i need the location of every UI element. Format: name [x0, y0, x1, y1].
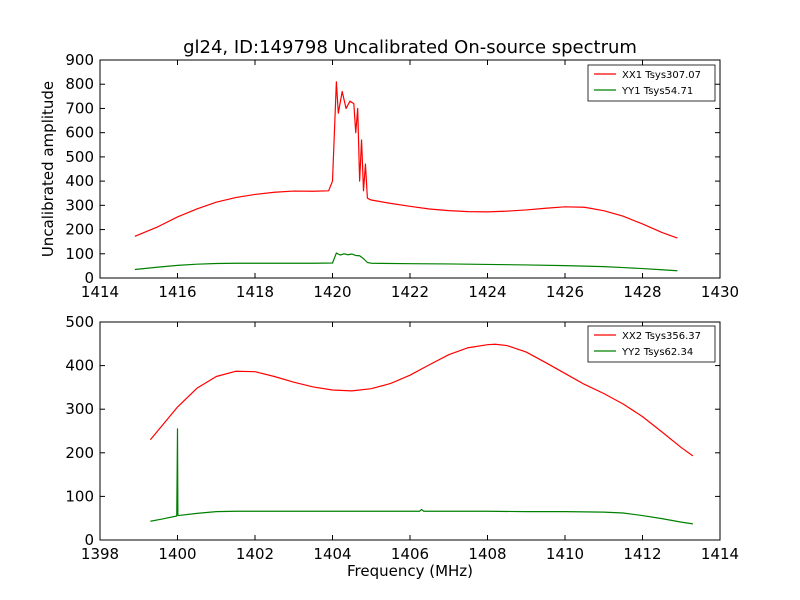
series-line-xx1 — [134, 81, 678, 239]
y-tick-label: 0 — [84, 531, 94, 549]
legend-label-xx2: XX2 Tsys356.37 — [622, 331, 701, 342]
y-tick-label: 200 — [65, 444, 94, 462]
y-tick-label: 100 — [65, 245, 94, 263]
y-tick-label: 500 — [65, 313, 94, 331]
bottom-plot-frame — [99, 321, 721, 541]
chart-title: gl24, ID:149798 Uncalibrated On-source s… — [183, 37, 637, 58]
x-tick-label: 1406 — [391, 545, 429, 563]
top-legend-box — [587, 64, 716, 102]
bottom-legend-box — [587, 325, 716, 363]
x-tick-label: 1420 — [313, 283, 351, 301]
x-tick-label: 1402 — [236, 545, 274, 563]
y-tick-label: 300 — [65, 196, 94, 214]
legend-label-xx1: XX1 Tsys307.07 — [622, 70, 701, 81]
x-tick-label: 1408 — [468, 545, 506, 563]
x-tick-label: 1418 — [236, 283, 274, 301]
bottom-legend: XX2 Tsys356.37 YY2 Tsys62.34 — [587, 325, 716, 363]
x-tick-label: 1426 — [546, 283, 584, 301]
y-tick-label: 500 — [65, 148, 94, 166]
x-tick-label: 1416 — [158, 283, 196, 301]
x-tick-label: 1428 — [623, 283, 661, 301]
x-tick-label: 1414 — [701, 545, 739, 563]
bottom-axes-group: 1398 1400 1402 1404 1406 1408 1410 1412 1414 0 100… — [65, 313, 739, 563]
y-tick-label: 400 — [65, 357, 94, 375]
top-legend: XX1 Tsys307.07 YY1 Tsys54.71 — [587, 64, 716, 102]
x-tick-label: 1398 — [81, 545, 119, 563]
y-tick-label: 900 — [65, 51, 94, 69]
x-tick-label: 1404 — [313, 545, 351, 563]
x-tick-label: 1410 — [546, 545, 584, 563]
x-axis-title: Frequency (MHz) — [347, 562, 473, 580]
series-line-xx2 — [149, 343, 694, 457]
top-panel: gl24, ID:149798 Uncalibrated On-source s… — [39, 37, 739, 301]
top-series-group — [134, 81, 678, 272]
legend-label-yy1: YY1 Tsys54.71 — [621, 86, 693, 97]
legend-label-yy2: YY2 Tsys62.34 — [621, 347, 693, 358]
bottom-panel: Frequency (MHz) 1398 1400 1402 1404 1406 1408… — [65, 313, 739, 580]
y-tick-label: 800 — [65, 75, 94, 93]
series-line-yy2 — [150, 428, 693, 525]
y-tick-label: 600 — [65, 124, 94, 142]
y-tick-label: 100 — [65, 487, 94, 505]
x-tick-label: 1412 — [623, 545, 661, 563]
top-plot-frame — [99, 59, 721, 279]
top-axes-group: 1414 1416 1418 1420 1422 1424 1426 1428 1430 0 100… — [65, 51, 739, 301]
x-tick-label: 1424 — [468, 283, 506, 301]
x-tick-label: 1422 — [391, 283, 429, 301]
y-tick-label: 400 — [65, 172, 94, 190]
y-tick-label: 0 — [84, 269, 94, 287]
x-tick-label: 1414 — [81, 283, 119, 301]
series-line-yy1 — [134, 252, 678, 272]
bottom-series-group — [149, 343, 694, 525]
y-tick-label: 700 — [65, 99, 94, 117]
y-tick-label: 300 — [65, 400, 94, 418]
y-axis-title: Uncalibrated amplitude — [39, 81, 57, 257]
x-tick-label: 1430 — [701, 283, 739, 301]
x-tick-label: 1400 — [158, 545, 196, 563]
y-tick-label: 200 — [65, 221, 94, 239]
